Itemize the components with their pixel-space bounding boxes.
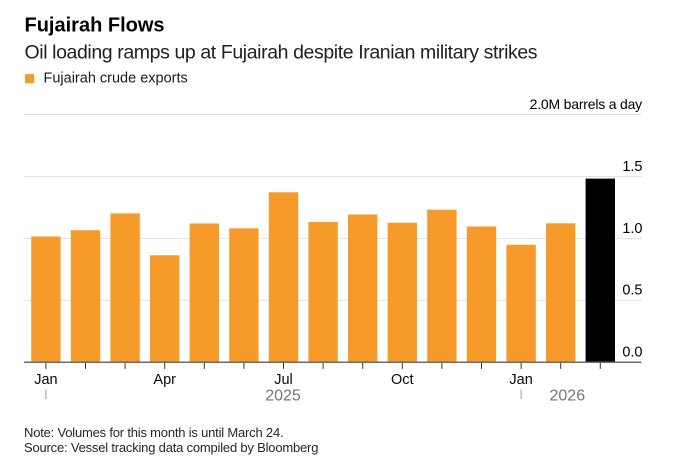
svg-text:Oil loading ramps up at Fujair: Oil loading ramps up at Fujairah despite… [25,42,538,64]
svg-text:1.5: 1.5 [622,159,642,175]
svg-text:2025: 2025 [265,388,301,405]
svg-text:Jul: Jul [274,372,293,388]
svg-text:Fujairah crude exports: Fujairah crude exports [44,70,188,86]
svg-text:Fujairah Flows: Fujairah Flows [25,15,165,37]
svg-text:Source: Vessel tracking data c: Source: Vessel tracking data compiled by… [24,440,318,455]
svg-text:Oct: Oct [391,372,414,388]
svg-text:2026: 2026 [550,388,586,405]
svg-text:Apr: Apr [153,372,176,388]
svg-text:0.5: 0.5 [622,283,642,299]
svg-text:Jan: Jan [509,372,532,388]
svg-text:Jan: Jan [34,372,57,388]
svg-text:Note: Volumes for this month i: Note: Volumes for this month is until Ma… [24,425,283,440]
svg-text:1.0: 1.0 [622,221,642,237]
svg-text:0.0: 0.0 [622,345,642,361]
svg-text:2.0M barrels a day: 2.0M barrels a day [530,96,643,112]
